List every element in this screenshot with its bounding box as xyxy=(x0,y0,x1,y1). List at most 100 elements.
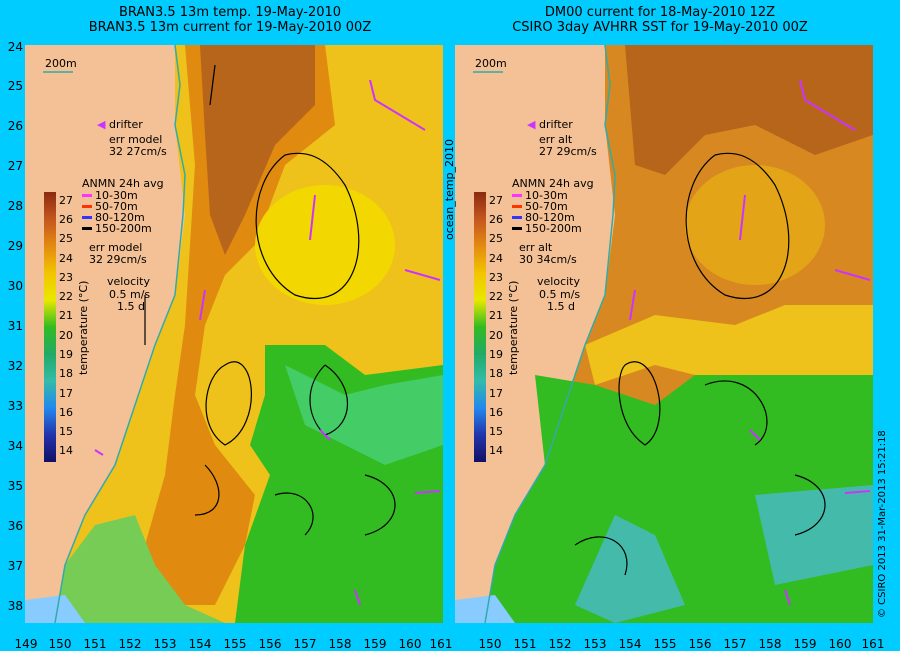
lon-label: 154 xyxy=(188,637,212,651)
lat-label: 31 xyxy=(7,319,23,333)
lon-label: 155 xyxy=(653,637,677,651)
drifter-label: drifter xyxy=(538,118,573,131)
lon-label: 159 xyxy=(793,637,817,651)
anmn-depth-legend: 10-30m 50-70m 80-120m 150-200m xyxy=(512,188,582,235)
right-title-line1: DM00 current for 18-May-2010 12Z xyxy=(544,5,776,20)
cbar-tick-24: 24 xyxy=(59,252,73,265)
anmn-depth-legend: 10-30m 50-70m 80-120m 150-200m xyxy=(82,189,152,234)
scale-label: 200m xyxy=(45,57,77,70)
cbar-tick-19: 19 xyxy=(489,348,503,361)
lon-label: 153 xyxy=(583,637,607,651)
lon-label: 152 xyxy=(118,637,142,651)
cbar-tick-19: 19 xyxy=(59,348,73,361)
lat-label: 34 xyxy=(7,439,23,453)
colorbar xyxy=(474,192,486,462)
colorbar xyxy=(44,192,56,462)
cold-water-patch xyxy=(755,485,873,585)
lat-label: 37 xyxy=(7,559,23,573)
depth-row-2: 50-70m xyxy=(512,199,582,213)
cbar-tick-26: 26 xyxy=(59,213,73,226)
depth-color-1 xyxy=(512,194,522,197)
drifter-legend: ◀ drifter xyxy=(97,119,143,131)
cbar-tick-20: 20 xyxy=(59,329,73,342)
lon-label: 158 xyxy=(328,637,352,651)
cbar-tick-24: 24 xyxy=(489,252,503,265)
left-map-canvas xyxy=(25,45,443,623)
depth-row-3: 80-120m xyxy=(82,210,152,224)
hot-current-field xyxy=(200,45,315,255)
err-alt-1-label: err alt xyxy=(539,133,573,146)
depth-color-4 xyxy=(512,227,522,230)
hot-current-field xyxy=(625,45,873,175)
lon-label: 150 xyxy=(48,637,72,651)
cbar-tick-16: 16 xyxy=(489,406,503,419)
warm-eddy xyxy=(685,165,825,285)
left-map-panel[interactable]: 200m ◀ drifter err model 32 27cm/s ANMN … xyxy=(25,45,443,623)
lon-label: 160 xyxy=(828,637,852,651)
cbar-tick-15: 15 xyxy=(59,425,73,438)
lat-label: 27 xyxy=(7,159,23,173)
velocity-label: velocity xyxy=(107,275,150,288)
lon-label: 151 xyxy=(513,637,537,651)
lat-label: 30 xyxy=(7,279,23,293)
right-map-panel[interactable]: 200m ◀ drifter err alt 27 29cm/s ANMN 24… xyxy=(455,45,873,623)
cbar-tick-14: 14 xyxy=(489,444,503,457)
cool-water-band xyxy=(285,365,443,465)
depth-label-1: 10-30m xyxy=(525,188,568,202)
depth-label-4: 150-200m xyxy=(525,221,582,235)
lon-label: 159 xyxy=(363,637,387,651)
southern-green-field xyxy=(55,515,225,623)
scale-label: 200m xyxy=(475,57,507,70)
lon-label: 157 xyxy=(293,637,317,651)
depth-label-3: 80-120m xyxy=(95,210,145,224)
lon-label: 156 xyxy=(258,637,282,651)
lat-label: 26 xyxy=(7,119,23,133)
err-alt-1-value: 27 29cm/s xyxy=(539,145,597,158)
lat-label: 32 xyxy=(7,359,23,373)
lon-label: 151 xyxy=(83,637,107,651)
cbar-tick-22: 22 xyxy=(59,290,73,303)
cbar-tick-27: 27 xyxy=(59,194,73,207)
velocity-days: 1.5 d xyxy=(117,300,145,313)
lon-label: 157 xyxy=(723,637,747,651)
current-vectors xyxy=(574,152,826,576)
cbar-tick-26: 26 xyxy=(489,213,503,226)
lon-label: 154 xyxy=(618,637,642,651)
cbar-tick-23: 23 xyxy=(59,271,73,284)
cbar-tick-25: 25 xyxy=(489,232,503,245)
depth-color-2 xyxy=(82,205,92,208)
shelf-blue-patch xyxy=(25,595,85,623)
depth-label-2: 50-70m xyxy=(525,199,568,213)
middle-label: ocean_temp_2010 xyxy=(443,138,456,240)
velocity-value: 0.5 m/s xyxy=(539,288,581,301)
anmn-title: ANMN 24h avg xyxy=(512,177,594,190)
depth-row-1: 10-30m xyxy=(82,189,152,201)
depth-label-3: 80-120m xyxy=(525,210,575,224)
lon-label: 150 xyxy=(478,637,502,651)
anmn-title: ANMN 24h avg xyxy=(82,177,164,190)
drifter-tracks xyxy=(629,79,871,606)
depth-color-2 xyxy=(512,205,522,208)
cbar-tick-27: 27 xyxy=(489,194,503,207)
cbar-tick-21: 21 xyxy=(489,309,503,322)
drifter-label: drifter xyxy=(108,118,143,131)
err-alt-2-value: 30 34cm/s xyxy=(519,253,577,266)
depth-color-4 xyxy=(82,227,92,230)
depth-color-3 xyxy=(512,216,522,219)
colorbar-label: temperature (°C) xyxy=(507,280,520,375)
err-model-2-value: 32 29cm/s xyxy=(89,253,147,266)
cbar-tick-25: 25 xyxy=(59,232,73,245)
lon-label: 152 xyxy=(548,637,572,651)
err-model-2-label: err model xyxy=(89,241,143,254)
credit-label: © CSIRO 2013 31-Mar-2013 15:21:18 xyxy=(877,430,888,618)
drifter-arrow-icon: ◀ xyxy=(527,118,536,131)
cbar-tick-18: 18 xyxy=(59,367,73,380)
lon-label: 149 xyxy=(14,637,38,651)
left-title-line1: BRAN3.5 13m temp. 19-May-2010 xyxy=(118,5,342,20)
lon-label: 160 xyxy=(398,637,422,651)
right-panel-title: DM00 current for 18-May-2010 12Z CSIRO 3… xyxy=(470,5,850,35)
shelf-blue-patch xyxy=(455,595,515,623)
right-title-line2: CSIRO 3day AVHRR SST for 19-May-2010 00Z xyxy=(512,20,808,35)
cbar-tick-17: 17 xyxy=(489,387,503,400)
lat-label: 24 xyxy=(7,40,23,54)
